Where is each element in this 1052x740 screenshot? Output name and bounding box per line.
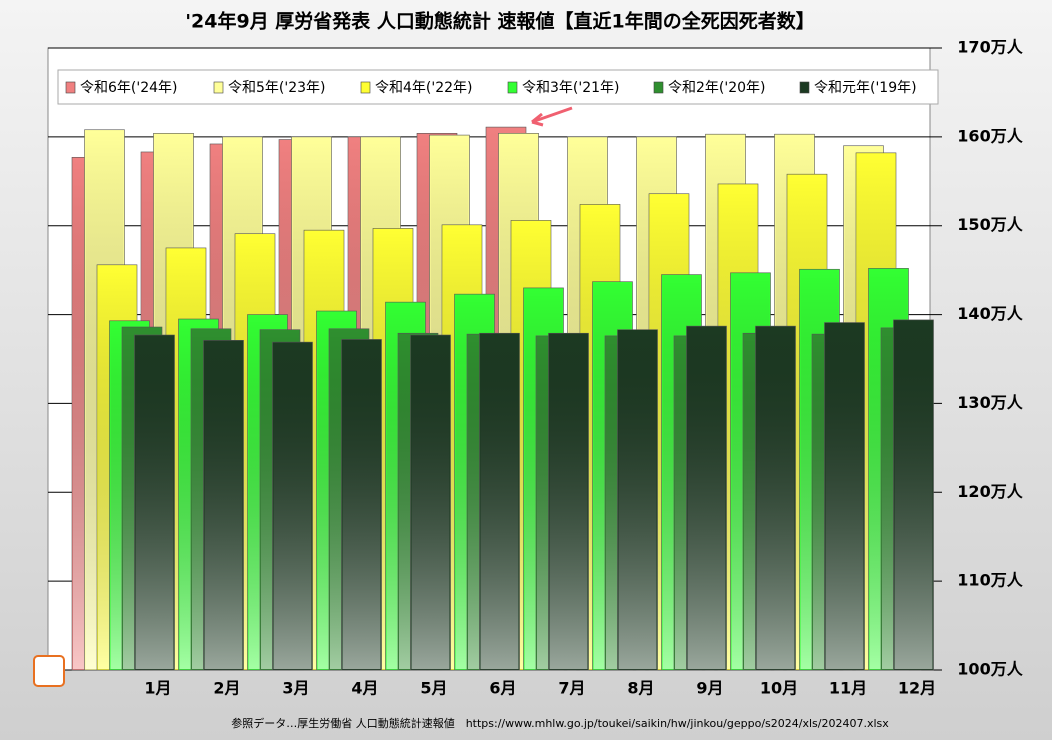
y-tick-label: 170万人 (957, 38, 1023, 57)
x-tick-label: 1月 (144, 679, 171, 698)
x-tick-label: 9月 (696, 679, 723, 698)
x-tick-label: 10月 (760, 679, 798, 698)
legend-swatch (213, 81, 224, 94)
source-note: 参照データ…厚生労働省 人口動態統計速報値 https://www.mhlw.g… (231, 716, 889, 730)
legend-label: 令和2年('20年) (668, 80, 766, 96)
y-tick-label: 160万人 (957, 126, 1023, 145)
x-tick-label: 11月 (829, 679, 867, 698)
legend-items: 令和6年('24年) 令和5年('23年) 令和4年('22年) 令和3年('21年)… (65, 80, 917, 96)
x-tick-label: 5月 (420, 679, 447, 698)
y-tick-label: 150万人 (957, 215, 1023, 234)
y-tick-label: 140万人 (957, 304, 1023, 323)
legend-label: 令和3年('21年) (522, 80, 620, 96)
bar-shade (273, 343, 312, 669)
x-tick-label: 6月 (489, 679, 516, 698)
bar-shade (756, 327, 795, 669)
legend-label: 令和4年('22年) (375, 80, 473, 96)
bar-shade (480, 334, 519, 669)
x-tick-label: 8月 (627, 679, 654, 698)
legend-swatch (653, 81, 664, 94)
bar-shade (135, 336, 174, 669)
arrow (531, 106, 573, 127)
bar-shade (411, 336, 450, 669)
bar-shade (687, 327, 726, 669)
legend-swatch (507, 81, 518, 94)
x-tick-label: 4月 (351, 679, 378, 698)
x-tick-label: 3月 (282, 679, 309, 698)
bar-shade (894, 320, 933, 669)
bars (71, 126, 934, 671)
y-tick-label: 110万人 (957, 571, 1023, 590)
y-tick-label: 100万人 (957, 660, 1023, 679)
legend-label: 令和5年('23年) (228, 80, 326, 96)
logo (33, 655, 65, 687)
legend-label: 令和元年('19年) (814, 80, 917, 96)
x-tick-label: 7月 (558, 679, 585, 698)
y-tick-label: 130万人 (957, 393, 1023, 412)
bar-shade (204, 341, 243, 669)
x-tick-label: 2月 (213, 679, 240, 698)
bar-shade (342, 340, 381, 669)
legend-swatch (799, 81, 810, 94)
legend-label: 令和6年('24年) (80, 80, 178, 96)
legend-swatch (65, 81, 76, 94)
legend-swatch (360, 81, 371, 94)
chart-title: '24年9月 厚労省発表 人口動態統計 速報値【直近1年間の全死因死者数】 (185, 10, 815, 33)
y-tick-label: 120万人 (957, 482, 1023, 501)
bar-shade (549, 334, 588, 669)
x-tick-label: 12月 (898, 679, 936, 698)
legend (57, 69, 939, 105)
bar-shade (618, 330, 657, 669)
bar-shade (825, 323, 864, 669)
